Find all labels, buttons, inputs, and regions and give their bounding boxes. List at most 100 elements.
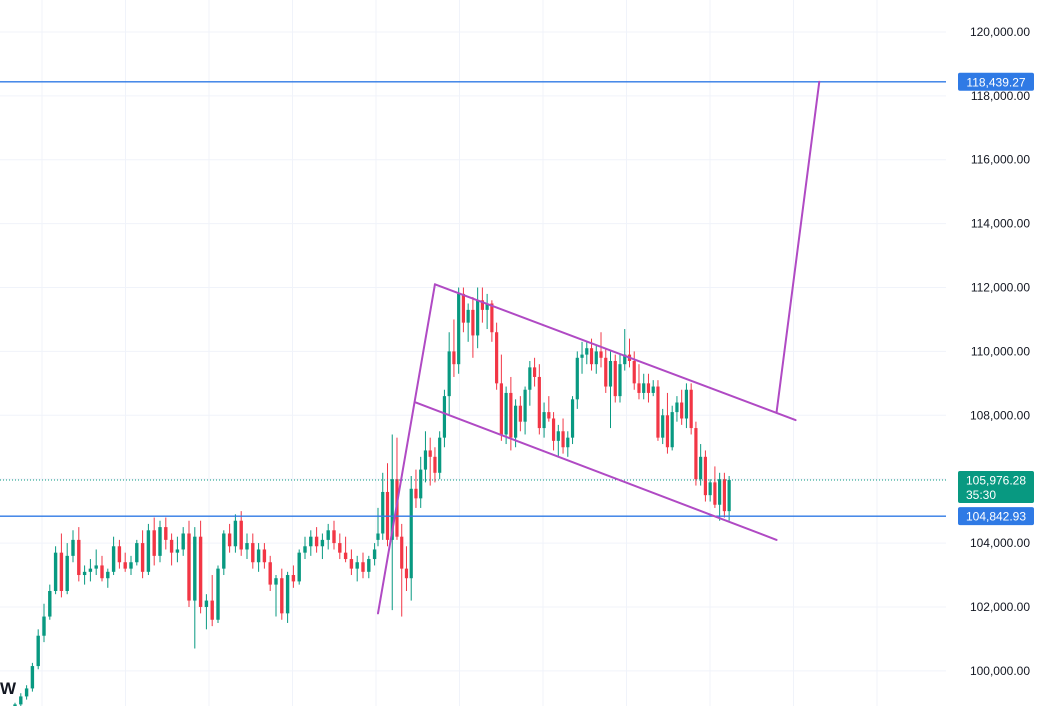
- candle-61: [665, 392, 670, 454]
- y-tick-label: 120,000.00: [970, 25, 1030, 39]
- candle-body: [222, 533, 226, 569]
- candle-53: [627, 338, 632, 368]
- candle-2: [385, 463, 390, 547]
- candle-body: [466, 309, 470, 323]
- pattern-drawing-layer[interactable]: [377, 80, 821, 615]
- pattern-line-pole[interactable]: [377, 283, 436, 615]
- candle-41: [570, 396, 575, 445]
- candle-body: [684, 389, 689, 419]
- candle-body: [433, 456, 437, 473]
- pattern-line-lower-channel[interactable]: [414, 401, 778, 541]
- candle-body: [106, 571, 110, 579]
- candle-25: [495, 322, 499, 390]
- candle-body: [19, 696, 23, 705]
- candle-history-7: [53, 546, 58, 595]
- candle-29: [514, 399, 518, 448]
- bar-countdown-label: 35:30: [966, 488, 996, 502]
- candle-body: [604, 357, 608, 387]
- candle-body: [476, 300, 480, 336]
- candle-body: [123, 562, 127, 569]
- candle-body: [82, 571, 87, 576]
- candle-47: [599, 332, 603, 368]
- candle-15: [447, 332, 451, 416]
- candle-body: [447, 351, 451, 397]
- candle-23: [485, 293, 489, 330]
- candle-body: [580, 354, 584, 358]
- candle-body: [409, 488, 413, 579]
- candle-history-23: [146, 523, 151, 576]
- watermark-logo-fragment: W: [0, 679, 17, 698]
- candle-history-59: [355, 555, 359, 582]
- candle-body: [152, 530, 156, 556]
- candle-history-16: [106, 568, 110, 588]
- candle-body: [268, 562, 272, 585]
- candle-4: [395, 437, 399, 540]
- candle-history-31: [193, 527, 197, 649]
- candle-0: [376, 507, 380, 547]
- candle-history-51: [309, 530, 313, 556]
- candle-body: [204, 600, 209, 607]
- candle-history-21: [135, 539, 139, 566]
- candle-history-54: [326, 523, 330, 550]
- candle-34: [537, 364, 541, 435]
- candle-history-37: [227, 523, 232, 553]
- candle-57: [646, 373, 651, 403]
- candle-history-44: [268, 555, 272, 591]
- candle-body: [285, 575, 290, 614]
- candle-27: [504, 386, 508, 445]
- y-tick-label: 102,000.00: [970, 600, 1030, 614]
- candle-16: [452, 319, 456, 377]
- candle-history-15: [100, 555, 104, 582]
- candle-body: [623, 354, 627, 365]
- candle-history-41: [251, 533, 255, 569]
- candle-body: [551, 418, 556, 441]
- candle-body: [585, 348, 589, 355]
- candle-body: [575, 357, 579, 400]
- candle-body: [36, 635, 40, 667]
- candle-history-14: [94, 549, 98, 576]
- pattern-line-target[interactable]: [775, 80, 821, 414]
- candle-body: [198, 536, 203, 607]
- candle-history-40: [245, 533, 249, 560]
- candle-body: [537, 376, 541, 429]
- y-tick-label: 112,000.00: [971, 281, 1030, 295]
- candle-39: [561, 418, 565, 454]
- candle-body: [713, 482, 717, 505]
- candle-history-9: [65, 543, 69, 595]
- candle-history-8: [59, 533, 64, 598]
- candle-body: [94, 565, 98, 569]
- candle-body: [332, 530, 336, 544]
- candle-body: [30, 666, 35, 689]
- candle-50: [613, 354, 617, 403]
- last-price-tag: [958, 470, 1034, 503]
- candle-history-6: [48, 584, 52, 620]
- hline-price-tag-0: [958, 72, 1034, 91]
- candle-history-34: [210, 575, 214, 627]
- y-tick-label: 116,000.00: [971, 153, 1030, 167]
- candle-body: [495, 332, 499, 384]
- candle-33: [532, 357, 537, 387]
- candle-layer: [13, 287, 731, 711]
- candle-36: [547, 396, 551, 422]
- candle-body: [480, 300, 484, 310]
- candle-body: [42, 616, 46, 636]
- candle-body: [390, 479, 394, 540]
- candle-history-38: [233, 514, 238, 553]
- candle-body: [48, 590, 52, 617]
- y-tick-label: 118,000.00: [971, 89, 1030, 103]
- candle-history-55: [332, 520, 336, 550]
- candle-body: [309, 536, 313, 547]
- price-axis[interactable]: 100,000.00102,000.00104,000.00106,000.00…: [970, 25, 1030, 678]
- pattern-line-upper-channel[interactable]: [433, 283, 797, 422]
- candle-44: [585, 341, 589, 365]
- candle-body: [599, 351, 603, 358]
- candle-history-4: [36, 629, 40, 670]
- candle-body: [689, 389, 693, 429]
- candle-body: [499, 383, 503, 435]
- hline-price-tag-1: [958, 507, 1034, 526]
- candle-body: [490, 303, 494, 333]
- candle-64: [680, 389, 684, 425]
- candle-body: [528, 367, 532, 390]
- candle-history-10: [71, 530, 75, 563]
